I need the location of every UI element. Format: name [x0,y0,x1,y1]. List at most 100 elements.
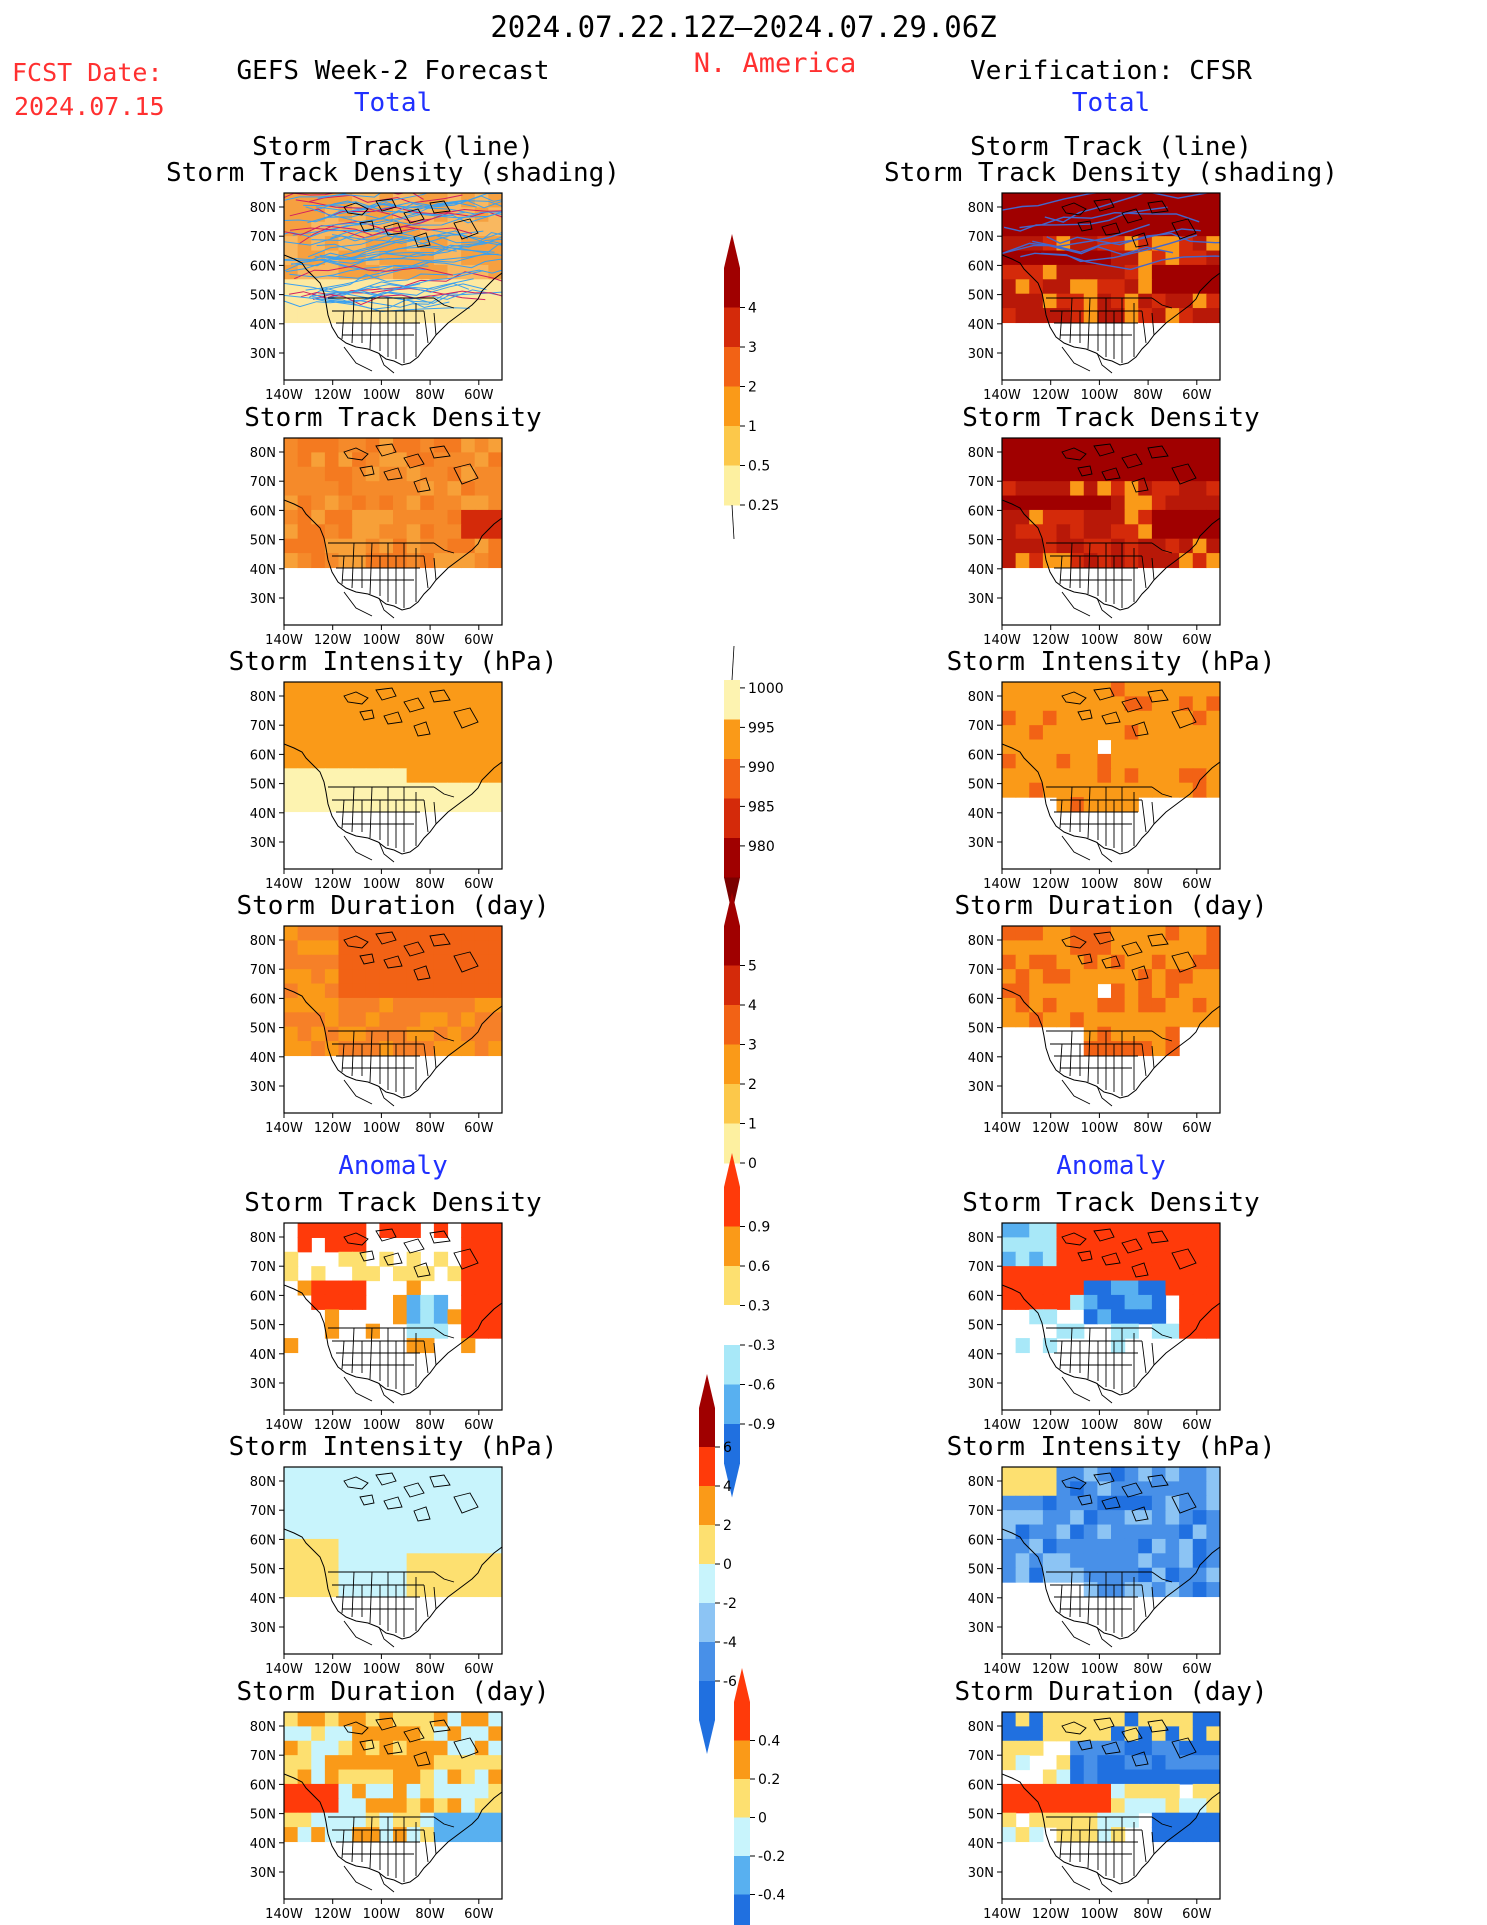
shading-cell [420,954,435,970]
shading-cell [1192,1740,1207,1756]
shading-cell [461,696,476,712]
shading-cell [284,1251,299,1267]
panel-title: Storm Duration (day) [954,891,1267,921]
shading-cell [1192,1798,1207,1814]
lat-label: 60N [250,259,276,274]
shading-cell [1042,250,1058,266]
map-content [1002,926,1220,1107]
shading-cell [1124,1041,1139,1057]
shading-cell [297,1467,312,1482]
shading-cell [365,495,380,511]
shading-cell [1165,1827,1180,1843]
map-content [284,193,502,374]
shading-cell [474,466,489,482]
political-border [1141,799,1147,833]
shading-cell [1151,1798,1167,1814]
political-border [341,555,345,585]
lon-label: 100W [363,877,401,892]
shading-cell [488,308,502,324]
shading-cell [1192,753,1207,769]
shading-cell [365,969,380,985]
shading-cell [461,682,476,697]
shading-cell [1192,1726,1207,1742]
coastlines [284,931,502,1107]
political-border [1087,542,1091,595]
shading-cell [1206,481,1220,497]
arctic-island [1101,1741,1121,1755]
shading-cell [1042,509,1058,525]
arctic-island [1101,955,1121,969]
shading-cell [1138,1712,1153,1727]
colorbar-segment [699,1408,715,1448]
shading-cell [1056,682,1071,697]
shading-cell [474,1280,489,1296]
shading-cell [297,1280,312,1296]
political-border [1061,1376,1091,1402]
shading-cell [1029,1827,1044,1843]
shading-field [1002,1223,1220,1354]
storm-track-line [305,206,502,226]
shading-cell [379,481,394,497]
shading-cell [447,940,462,956]
shading-cell [447,1812,462,1828]
shading-cell [324,797,340,813]
shading-cell [1029,1237,1044,1253]
storm-track-line [1032,228,1201,253]
shading-cell [365,481,380,497]
shading-cell [488,193,502,208]
shading-cell [447,495,462,511]
lon-label: 140W [983,1121,1021,1136]
shading-cell [1179,1740,1194,1756]
lat-label: 40N [250,1051,276,1066]
shading-cell [1165,1812,1180,1828]
arctic-island [359,220,375,232]
shading-cell [1097,538,1112,554]
shading-cell [1111,1481,1126,1497]
lat-label: 50N [968,1808,994,1823]
shading-cell [352,1827,367,1843]
shading-cell [352,524,367,540]
shading-cell [1192,710,1207,726]
shading-cell [488,1237,502,1253]
shading-cell [352,997,367,1013]
shading-cell [1002,940,1017,956]
shading-cell [1179,1812,1194,1828]
shading-cell [1165,682,1180,697]
shading-cell [297,1755,312,1771]
arctic-island [1061,691,1087,705]
shading-cell [1192,481,1207,497]
shading-cell [420,997,435,1013]
shading-cell [1029,983,1044,999]
arctic-island [383,467,403,481]
shading-cell [461,1755,476,1771]
shading-cell [297,1712,312,1727]
shading-cell [474,710,489,726]
shading-cell [311,308,326,324]
shading-cell [1083,1524,1098,1540]
shading-cell [352,1266,367,1282]
shading-cell [1015,1251,1030,1267]
shading-cell [1206,1582,1220,1598]
lat-label: 40N [968,563,994,578]
shading-cell [420,1266,435,1282]
political-border [1059,310,1063,340]
shading-cell [488,1798,502,1814]
shading-cell [1179,1582,1194,1598]
shading-cell [324,466,340,482]
shading-cell [365,1026,380,1042]
shading-cell [1097,264,1112,280]
shading-cell [420,1783,435,1799]
shading-cell [365,1538,380,1554]
shading-cell [297,1567,312,1583]
shading-cell [311,1538,326,1554]
shading-cell [297,940,312,956]
political-border [1151,801,1155,825]
shading-cell [1165,1726,1180,1742]
shading-cell [420,308,435,324]
political-border [1069,542,1073,589]
shading-cell [1097,1755,1112,1771]
storm-track-lines [1002,193,1220,271]
